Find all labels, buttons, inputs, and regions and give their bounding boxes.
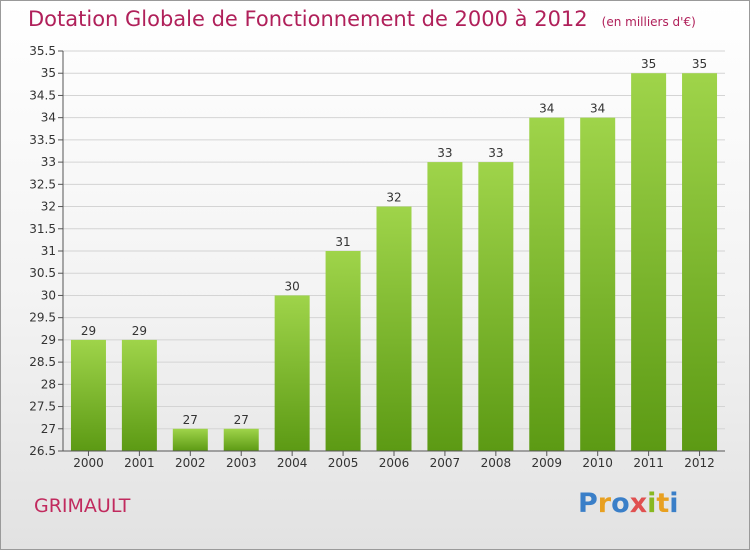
chart-subtitle: (en milliers d'€) xyxy=(601,15,696,29)
bar-2006 xyxy=(376,206,412,451)
bar-2011 xyxy=(631,73,667,451)
bar-2002 xyxy=(172,428,208,451)
bar-2005 xyxy=(325,251,361,451)
town-name: GRIMAULT xyxy=(34,495,131,517)
logo-letter: o xyxy=(611,488,630,519)
bar-2012 xyxy=(682,73,718,451)
x-tick-label: 2010 xyxy=(582,456,613,470)
bar-2001 xyxy=(121,339,157,451)
y-tick-label: 35.5 xyxy=(29,44,56,58)
logo-letter: i xyxy=(669,488,679,519)
y-tick-label: 34 xyxy=(41,111,56,125)
y-tick-label: 28.5 xyxy=(29,355,56,369)
bar-value-label: 34 xyxy=(590,102,605,116)
y-tick-label: 34.5 xyxy=(29,88,56,102)
x-tick-label: 2003 xyxy=(226,456,257,470)
logo-letter: P xyxy=(578,488,598,519)
y-tick-label: 33 xyxy=(41,155,56,169)
bar-value-label: 27 xyxy=(183,413,198,427)
logo-letter: x xyxy=(629,488,648,519)
x-tick-label: 2008 xyxy=(481,456,512,470)
bar-value-label: 35 xyxy=(692,57,707,71)
x-tick-label: 2005 xyxy=(328,456,359,470)
logo-letter: r xyxy=(597,488,612,519)
bar-2007 xyxy=(427,162,463,451)
bar-2008 xyxy=(478,162,514,451)
y-axis: 26.5 27 27.5 28 28.5 29 29.5 30 30.5 31 31.5 32 32.5… xyxy=(29,44,64,458)
y-tick-label: 28 xyxy=(41,377,56,391)
bar-2003 xyxy=(223,428,259,451)
bar-value-label: 29 xyxy=(132,324,147,338)
chart-title: Dotation Globale de Fonctionnement de 20… xyxy=(28,7,696,31)
y-tick-label: 29 xyxy=(41,333,56,347)
y-tick-label: 33.5 xyxy=(29,133,56,147)
bars: 29 29 27 27 30 31 32 33 33 34 34 35 35 xyxy=(70,57,718,452)
bar-2010 xyxy=(580,117,616,452)
y-tick-label: 30.5 xyxy=(29,266,56,280)
y-tick-label: 32.5 xyxy=(29,177,56,191)
y-tick-label: 35 xyxy=(41,66,56,80)
proxiti-logo: Proxiti xyxy=(578,488,679,519)
y-tick-label: 31 xyxy=(41,244,56,258)
y-tick-label: 26.5 xyxy=(29,444,56,458)
bar-value-label: 29 xyxy=(81,324,96,338)
bar-value-label: 33 xyxy=(437,146,452,160)
x-tick-label: 2004 xyxy=(277,456,308,470)
x-tick-label: 2002 xyxy=(175,456,206,470)
bar-2009 xyxy=(529,117,565,452)
x-tick-label: 2000 xyxy=(73,456,104,470)
x-tick-label: 2012 xyxy=(684,456,715,470)
x-tick-label: 2007 xyxy=(430,456,461,470)
bar-value-label: 32 xyxy=(386,191,401,205)
chart-title-text: Dotation Globale de Fonctionnement de 20… xyxy=(28,7,588,31)
x-axis: 2000 2001 2002 2003 2004 2005 2006 2007 2008 2009… xyxy=(63,450,725,470)
y-tick-label: 32 xyxy=(41,200,56,214)
y-tick-label: 30 xyxy=(41,288,56,302)
x-tick-label: 2001 xyxy=(124,456,155,470)
bar-value-label: 35 xyxy=(641,57,656,71)
y-tick-label: 31.5 xyxy=(29,222,56,236)
bar-2000 xyxy=(70,339,106,451)
bar-value-label: 27 xyxy=(234,413,249,427)
logo-letter: t xyxy=(656,488,670,519)
bar-value-label: 31 xyxy=(335,235,350,249)
bar-2004 xyxy=(274,295,310,451)
y-tick-label: 27 xyxy=(41,422,56,436)
bar-value-label: 34 xyxy=(539,102,554,116)
y-tick-label: 29.5 xyxy=(29,311,56,325)
bar-value-label: 30 xyxy=(285,279,300,293)
x-tick-label: 2006 xyxy=(379,456,410,470)
y-tick-label: 27.5 xyxy=(29,400,56,414)
x-tick-label: 2011 xyxy=(633,456,664,470)
x-tick-label: 2009 xyxy=(531,456,562,470)
logo-letter: i xyxy=(647,488,657,519)
bar-value-label: 33 xyxy=(488,146,503,160)
